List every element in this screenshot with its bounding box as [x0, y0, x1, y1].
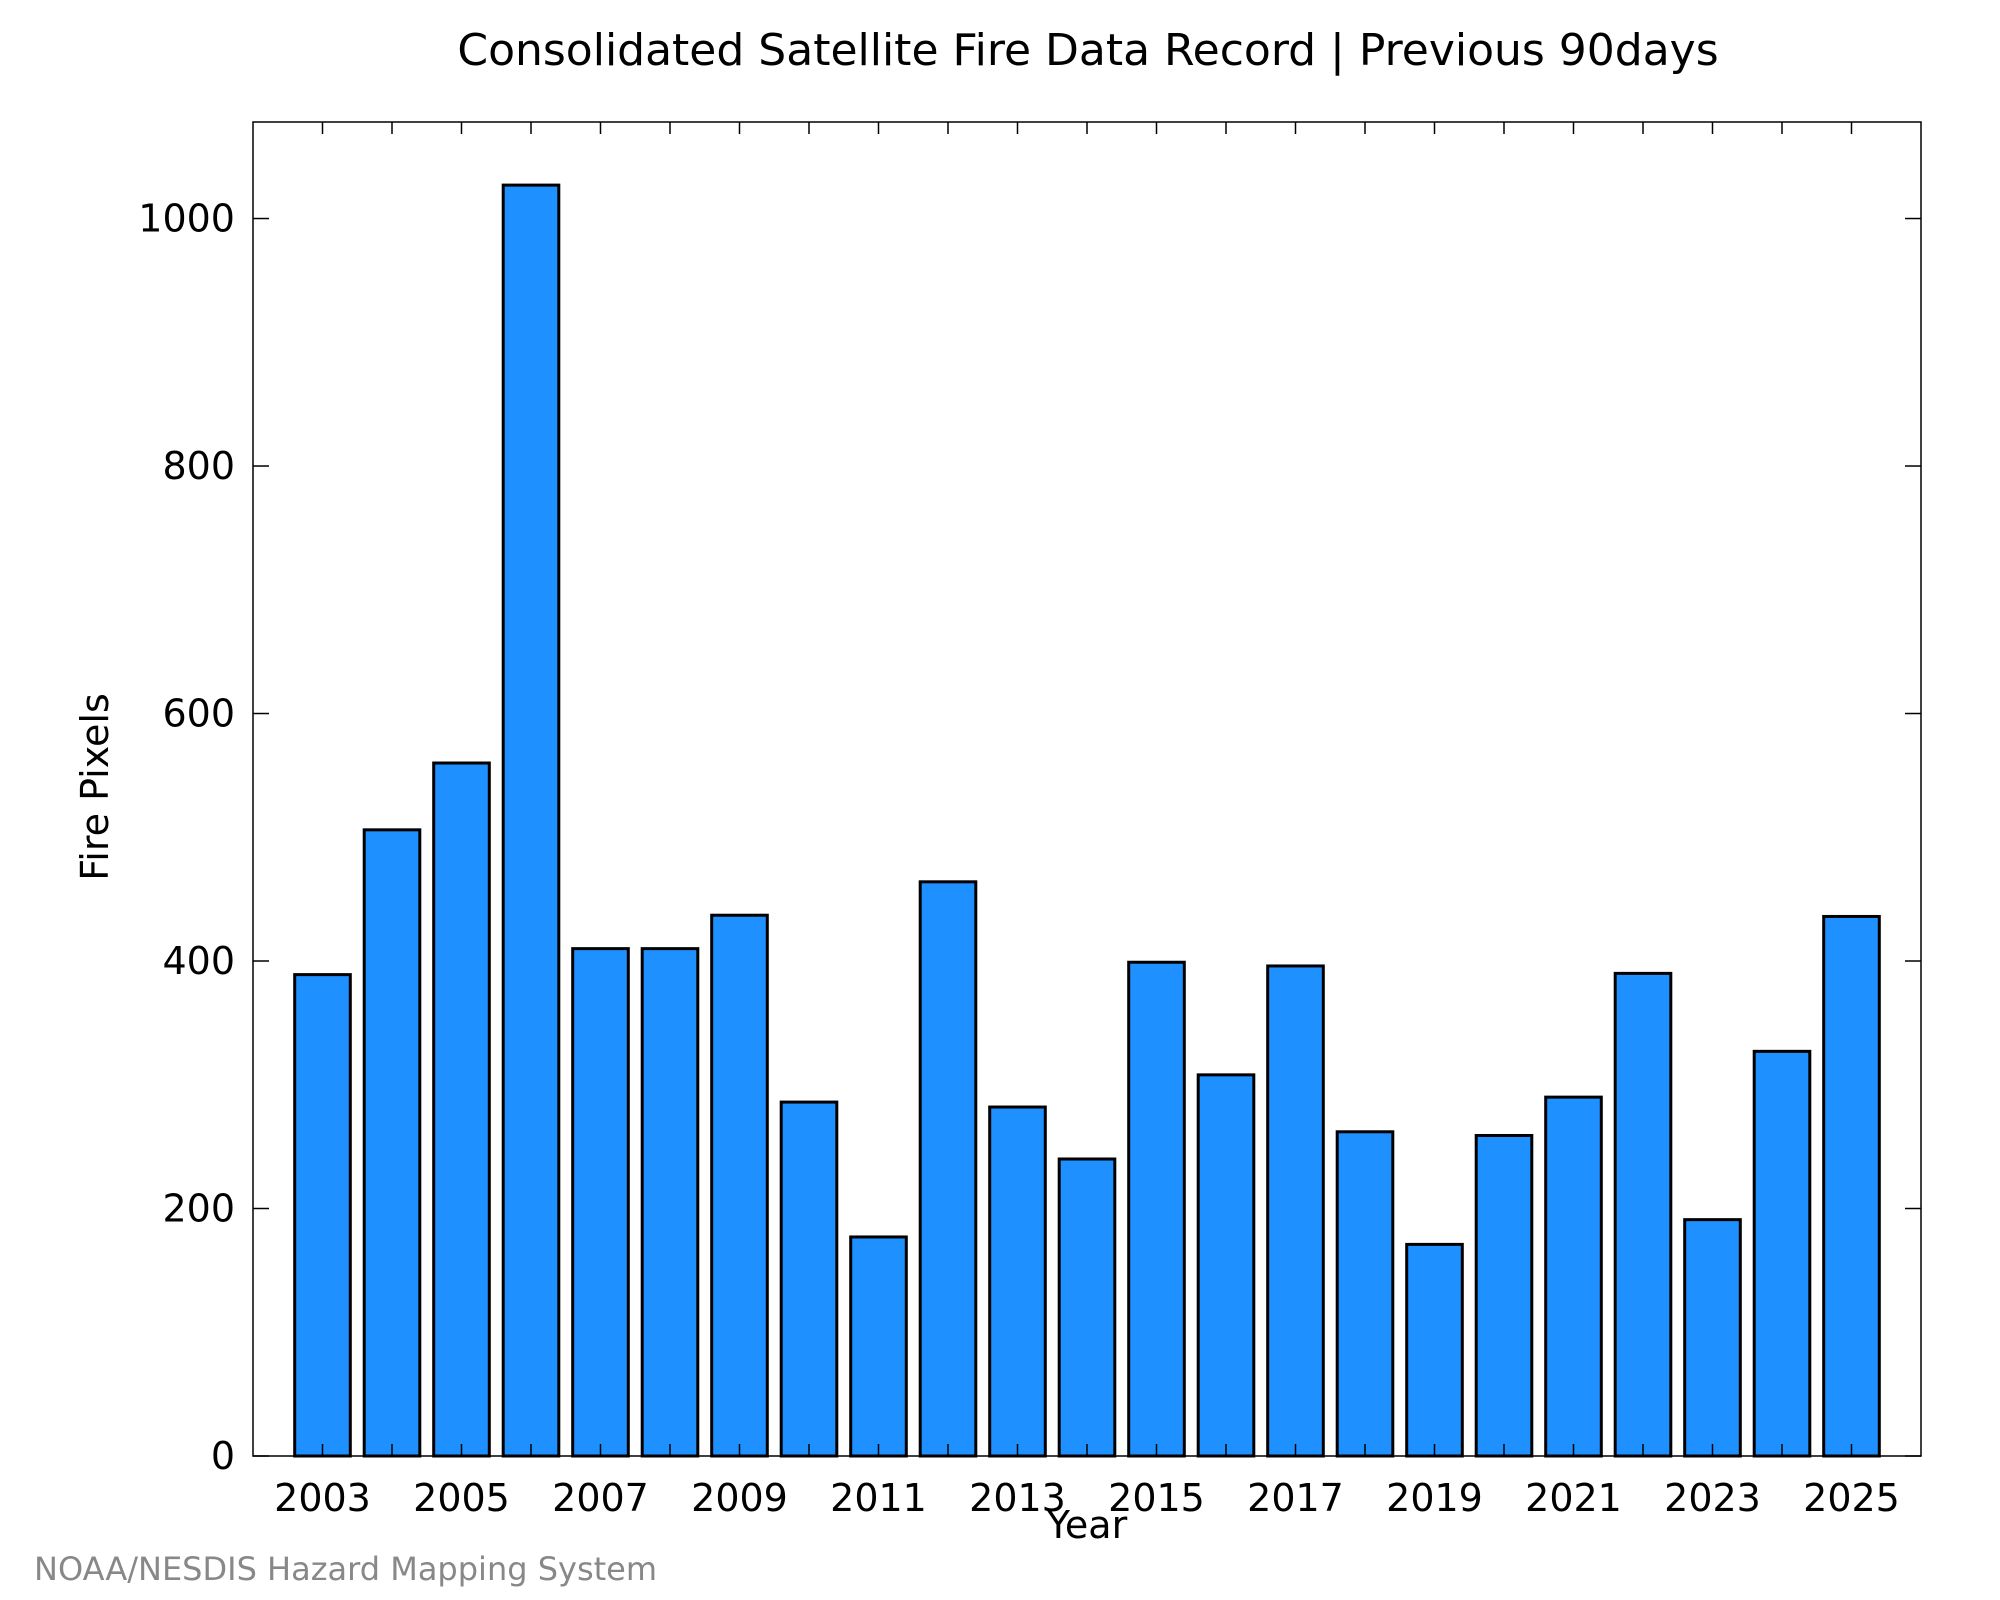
- bar-2005: [432, 761, 491, 1458]
- bar-2025: [1822, 914, 1881, 1458]
- x-axis-title: Year: [1046, 1503, 1128, 1547]
- bar-2014: [1057, 1157, 1117, 1458]
- x-tick-label: 2011: [830, 1476, 927, 1520]
- bar-2003: [293, 973, 352, 1458]
- x-tick-label: 2021: [1525, 1476, 1622, 1520]
- bar-2008: [640, 947, 700, 1458]
- bar-2011: [849, 1235, 908, 1458]
- x-tick-label: 2009: [691, 1476, 788, 1520]
- bar-2006: [501, 183, 561, 1458]
- y-tick-label: 400: [162, 939, 235, 983]
- x-tick-label: 2015: [1108, 1476, 1205, 1520]
- x-tick-labels: 2003 2005 2007 2009 2011 2013 2015 2017 2019 2021…: [274, 1476, 1900, 1520]
- x-tick-label: 2025: [1803, 1476, 1900, 1520]
- x-tick-label: 2017: [1247, 1476, 1344, 1520]
- bar-2023: [1683, 1218, 1742, 1458]
- bar-2013: [988, 1105, 1047, 1458]
- bar-2020: [1474, 1133, 1534, 1458]
- bar-2024: [1752, 1049, 1812, 1458]
- bar-2021: [1544, 1095, 1603, 1458]
- y-axis-title: Fire Pixels: [73, 693, 117, 881]
- y-tick-label: 600: [162, 692, 235, 736]
- bar-2016: [1196, 1073, 1256, 1458]
- bar-2017: [1266, 964, 1325, 1458]
- y-tick-label: 1000: [138, 197, 235, 241]
- x-tick-label: 2013: [969, 1476, 1066, 1520]
- x-tick-label: 2003: [274, 1476, 371, 1520]
- bar-2010: [779, 1100, 839, 1458]
- y-tick-label: 0: [211, 1434, 235, 1478]
- bar-2012: [918, 880, 978, 1458]
- bar-2015: [1127, 960, 1186, 1458]
- x-tick-label: 2005: [413, 1476, 510, 1520]
- chart-title: Consolidated Satellite Fire Data Record …: [457, 25, 1718, 76]
- x-tick-label: 2007: [552, 1476, 649, 1520]
- source-credit: NOAA/NESDIS Hazard Mapping System: [34, 1550, 657, 1588]
- y-tick-label: 800: [162, 444, 235, 488]
- bar-2007: [571, 947, 630, 1458]
- x-tick-label: 2023: [1664, 1476, 1761, 1520]
- bars-layer: [293, 183, 1881, 1458]
- bar-2018: [1335, 1130, 1395, 1458]
- y-tick-labels: 0 200 400 600 800 1000: [138, 197, 235, 1478]
- x-tick-label: 2019: [1386, 1476, 1483, 1520]
- bar-2004: [362, 828, 422, 1458]
- plot-frame: [252, 121, 1922, 1457]
- bar-2009: [710, 913, 769, 1458]
- bar-2019: [1405, 1242, 1464, 1458]
- y-tick-label: 200: [162, 1187, 235, 1231]
- bar-2022: [1613, 971, 1673, 1458]
